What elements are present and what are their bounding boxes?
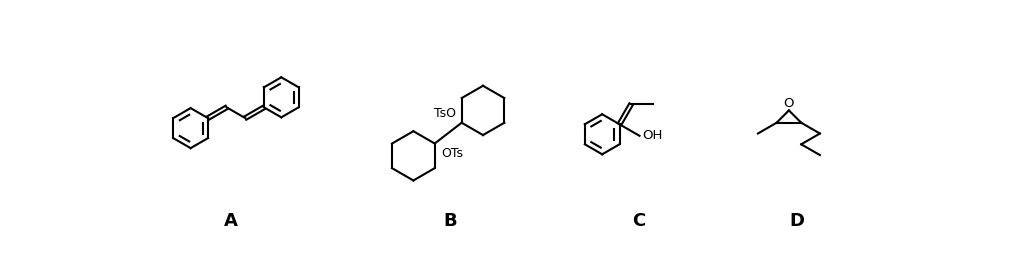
Text: B: B	[443, 212, 457, 230]
Text: OH: OH	[642, 129, 663, 142]
Text: C: C	[632, 212, 645, 230]
Text: A: A	[223, 212, 238, 230]
Text: O: O	[783, 97, 795, 110]
Text: OTs: OTs	[441, 147, 463, 160]
Text: TsO: TsO	[433, 107, 456, 120]
Text: D: D	[790, 212, 804, 230]
